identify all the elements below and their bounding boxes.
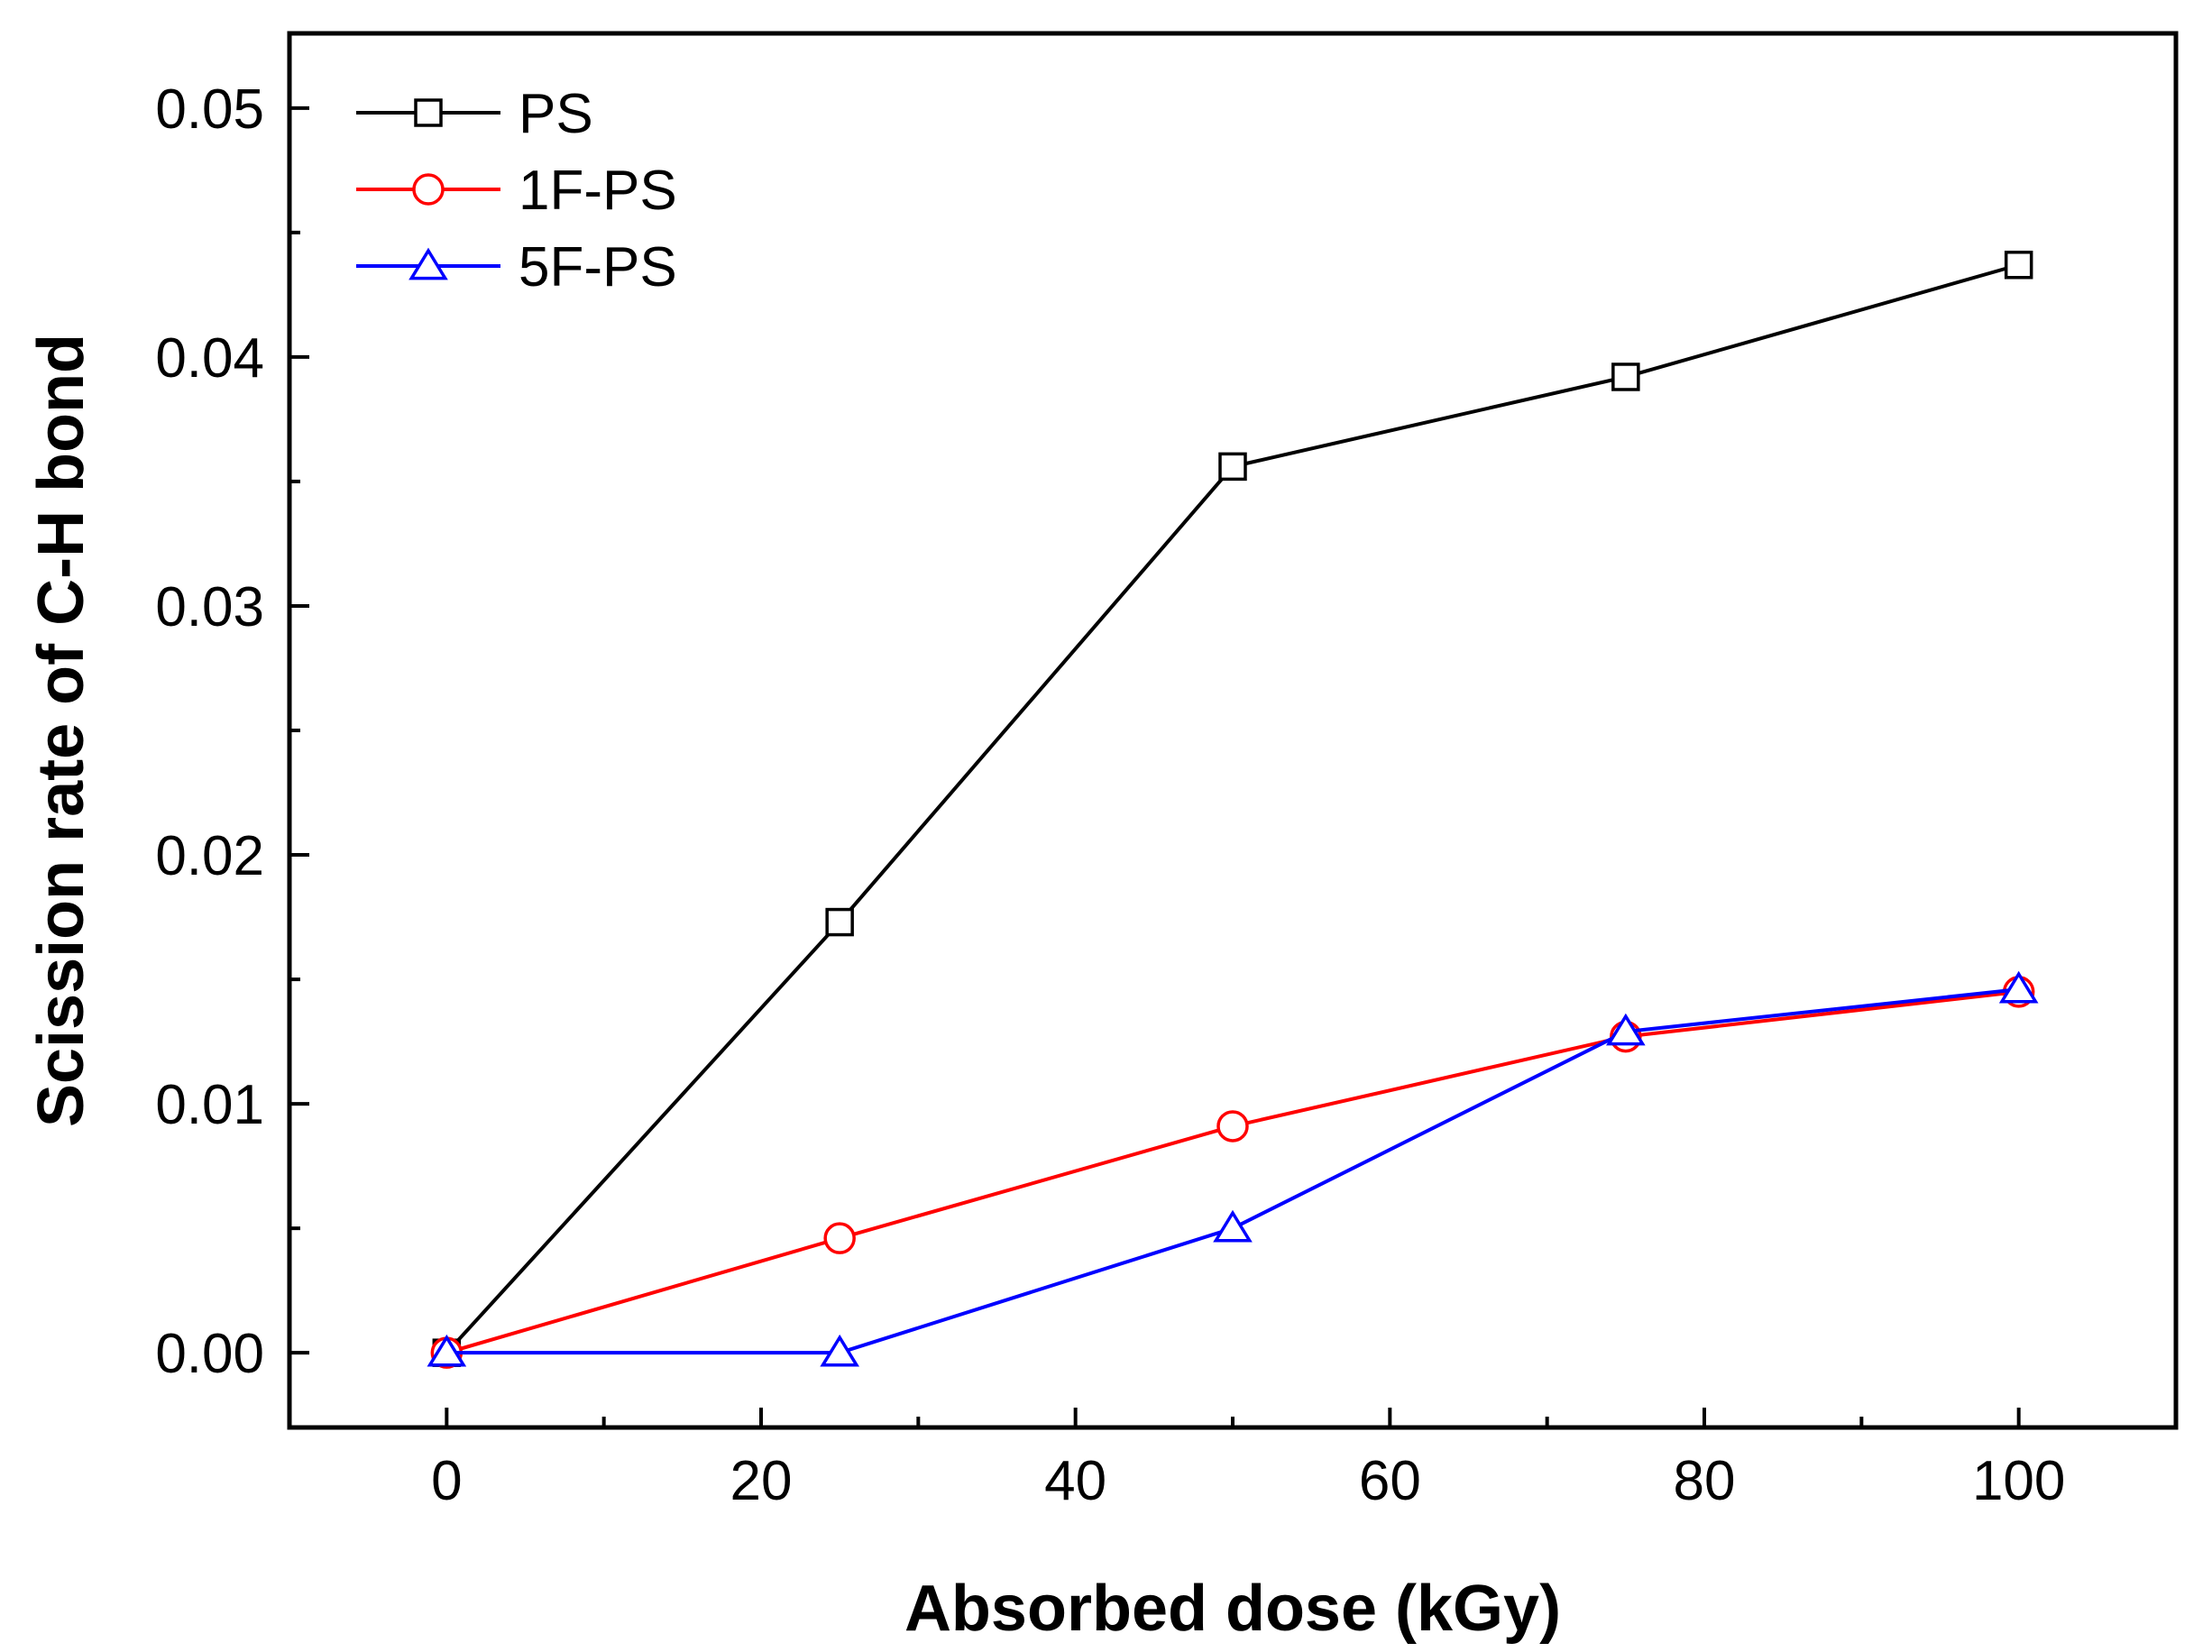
y-tick-label: 0.03 — [155, 576, 264, 638]
x-tick-label: 100 — [1972, 1450, 2065, 1512]
x-axis-title: Absorbed dose (kGy) — [904, 1573, 1561, 1645]
series-PS — [432, 250, 2033, 1367]
legend-item: 1F-PS — [356, 160, 677, 222]
data-point-square — [825, 907, 854, 937]
y-tick-label: 0.02 — [155, 825, 264, 887]
series-5F-PS — [427, 970, 2039, 1367]
y-axis-title: Scission rate of C-H bond — [25, 334, 97, 1127]
data-point-circle — [1216, 1110, 1249, 1143]
x-axis-ticks: 0 20 40 60 80 100 — [431, 1408, 2065, 1512]
legend-label: 1F-PS — [519, 160, 677, 222]
series-1F-PS — [430, 976, 2035, 1369]
x-tick-label: 0 — [431, 1450, 462, 1512]
legend-marker — [414, 98, 443, 127]
data-point-triangle — [1213, 1209, 1253, 1243]
x-tick-label: 60 — [1359, 1450, 1421, 1512]
legend-item: 5F-PS — [356, 236, 677, 298]
y-axis-ticks: 0.00 0.01 0.02 0.03 0.04 0.05 — [155, 78, 309, 1385]
legend-marker — [412, 173, 445, 206]
y-tick-label: 0.00 — [155, 1323, 264, 1385]
legend-item: PS — [356, 83, 593, 145]
data-point-square — [1218, 452, 1247, 482]
data-point-triangle — [1998, 970, 2039, 1004]
series-line — [446, 987, 2019, 1355]
legend-marker — [408, 247, 448, 280]
legend: PS 1F-PS 5F-PS — [356, 83, 677, 298]
legend-label: PS — [519, 83, 593, 145]
data-point-circle — [823, 1222, 856, 1254]
x-tick-label: 40 — [1044, 1450, 1106, 1512]
data-point-triangle — [427, 1334, 467, 1367]
y-tick-label: 0.04 — [155, 327, 264, 390]
x-tick-label: 80 — [1674, 1450, 1736, 1512]
series-line — [445, 262, 2020, 1354]
series-layer — [427, 250, 2039, 1369]
series-line — [445, 989, 2019, 1355]
x-tick-label: 20 — [730, 1450, 793, 1512]
data-point-square — [2004, 250, 2033, 280]
y-tick-label: 0.01 — [155, 1074, 264, 1136]
data-point-triangle — [820, 1334, 859, 1367]
y-tick-label: 0.05 — [155, 78, 264, 141]
data-point-square — [1611, 363, 1640, 391]
data-point-triangle — [1606, 1013, 1646, 1046]
legend-label: 5F-PS — [519, 236, 677, 298]
